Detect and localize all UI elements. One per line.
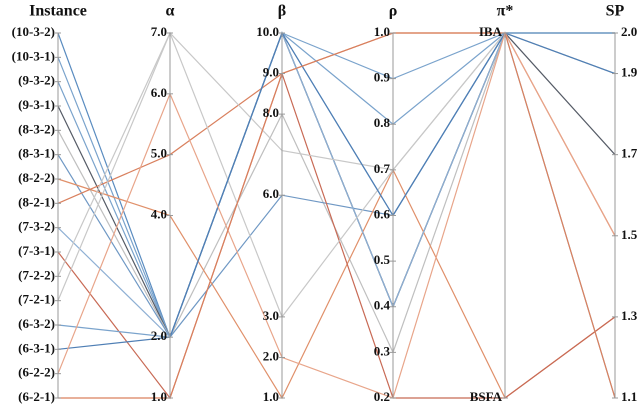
tick-label: 1.7 bbox=[621, 146, 638, 161]
tick-label: 9.0 bbox=[263, 65, 279, 80]
axis-title: π* bbox=[497, 3, 514, 20]
axis-title: Instance bbox=[29, 3, 87, 20]
tick-label: 10.0 bbox=[256, 24, 279, 39]
tick-label: IBA bbox=[479, 24, 503, 39]
tick-label: (7-3-2) bbox=[18, 219, 55, 234]
tick-label: 5.0 bbox=[151, 146, 167, 161]
tick-label: (6-3-2) bbox=[18, 316, 55, 331]
tick-label: (7-3-1) bbox=[18, 243, 55, 258]
tick-label: (6-2-1) bbox=[18, 389, 55, 404]
tick-label: 3.0 bbox=[263, 308, 279, 323]
tick-label: (8-3-1) bbox=[18, 146, 55, 161]
tick-label: (10-3-1) bbox=[12, 48, 55, 63]
tick-label: 0.4 bbox=[374, 298, 391, 313]
axis-title: β bbox=[278, 3, 286, 20]
tick-label: 0.9 bbox=[374, 70, 391, 85]
tick-label: (8-3-2) bbox=[18, 121, 55, 136]
tick-label: 0.8 bbox=[374, 115, 391, 130]
tick-label: 1.5 bbox=[621, 227, 638, 242]
tick-label: 2.0 bbox=[621, 24, 637, 39]
lines bbox=[57, 31, 616, 400]
tick-label: (7-2-1) bbox=[18, 292, 55, 307]
series-line bbox=[57, 31, 616, 399]
tick-label: 0.7 bbox=[374, 161, 391, 176]
tick-label: (7-2-2) bbox=[18, 267, 55, 282]
tick-label: 1.0 bbox=[374, 24, 390, 39]
series-line bbox=[57, 32, 615, 338]
tick-label: (6-2-2) bbox=[18, 365, 55, 380]
axis-title: α bbox=[166, 3, 175, 20]
tick-label: 2.0 bbox=[151, 328, 167, 343]
tick-label: BSFA bbox=[470, 389, 503, 404]
series-line bbox=[57, 31, 616, 399]
tick-label: 1.1 bbox=[621, 389, 637, 404]
tick-label: (9-3-1) bbox=[18, 97, 55, 112]
tick-label: 6.0 bbox=[151, 85, 167, 100]
series-line bbox=[57, 31, 616, 399]
tick-label: 0.6 bbox=[374, 206, 391, 221]
tick-label: 2.0 bbox=[263, 348, 279, 363]
series-line bbox=[57, 31, 616, 350]
tick-label: (10-3-2) bbox=[12, 24, 55, 39]
tick-label: 1.0 bbox=[263, 389, 279, 404]
tick-label: 0.5 bbox=[374, 252, 391, 267]
tick-label: (6-3-1) bbox=[18, 340, 55, 355]
tick-label: (8-2-1) bbox=[18, 194, 55, 209]
axis-title: SP bbox=[606, 3, 625, 20]
tick-label: 1.9 bbox=[621, 65, 638, 80]
series-line bbox=[57, 71, 616, 400]
tick-label: 4.0 bbox=[151, 206, 167, 221]
tick-label: 1.0 bbox=[151, 389, 167, 404]
tick-label: 6.0 bbox=[263, 186, 279, 201]
series-line bbox=[58, 32, 616, 399]
tick-label: 0.2 bbox=[374, 389, 390, 404]
tick-label: (8-2-2) bbox=[18, 170, 55, 185]
axis-title: ρ bbox=[389, 3, 398, 20]
series-line bbox=[57, 32, 615, 339]
tick-label: 8.0 bbox=[263, 105, 279, 120]
tick-label: (9-3-2) bbox=[18, 73, 55, 88]
tick-label: 1.3 bbox=[621, 308, 638, 323]
tick-label: 7.0 bbox=[151, 24, 167, 39]
tick-label: 0.3 bbox=[374, 343, 391, 358]
